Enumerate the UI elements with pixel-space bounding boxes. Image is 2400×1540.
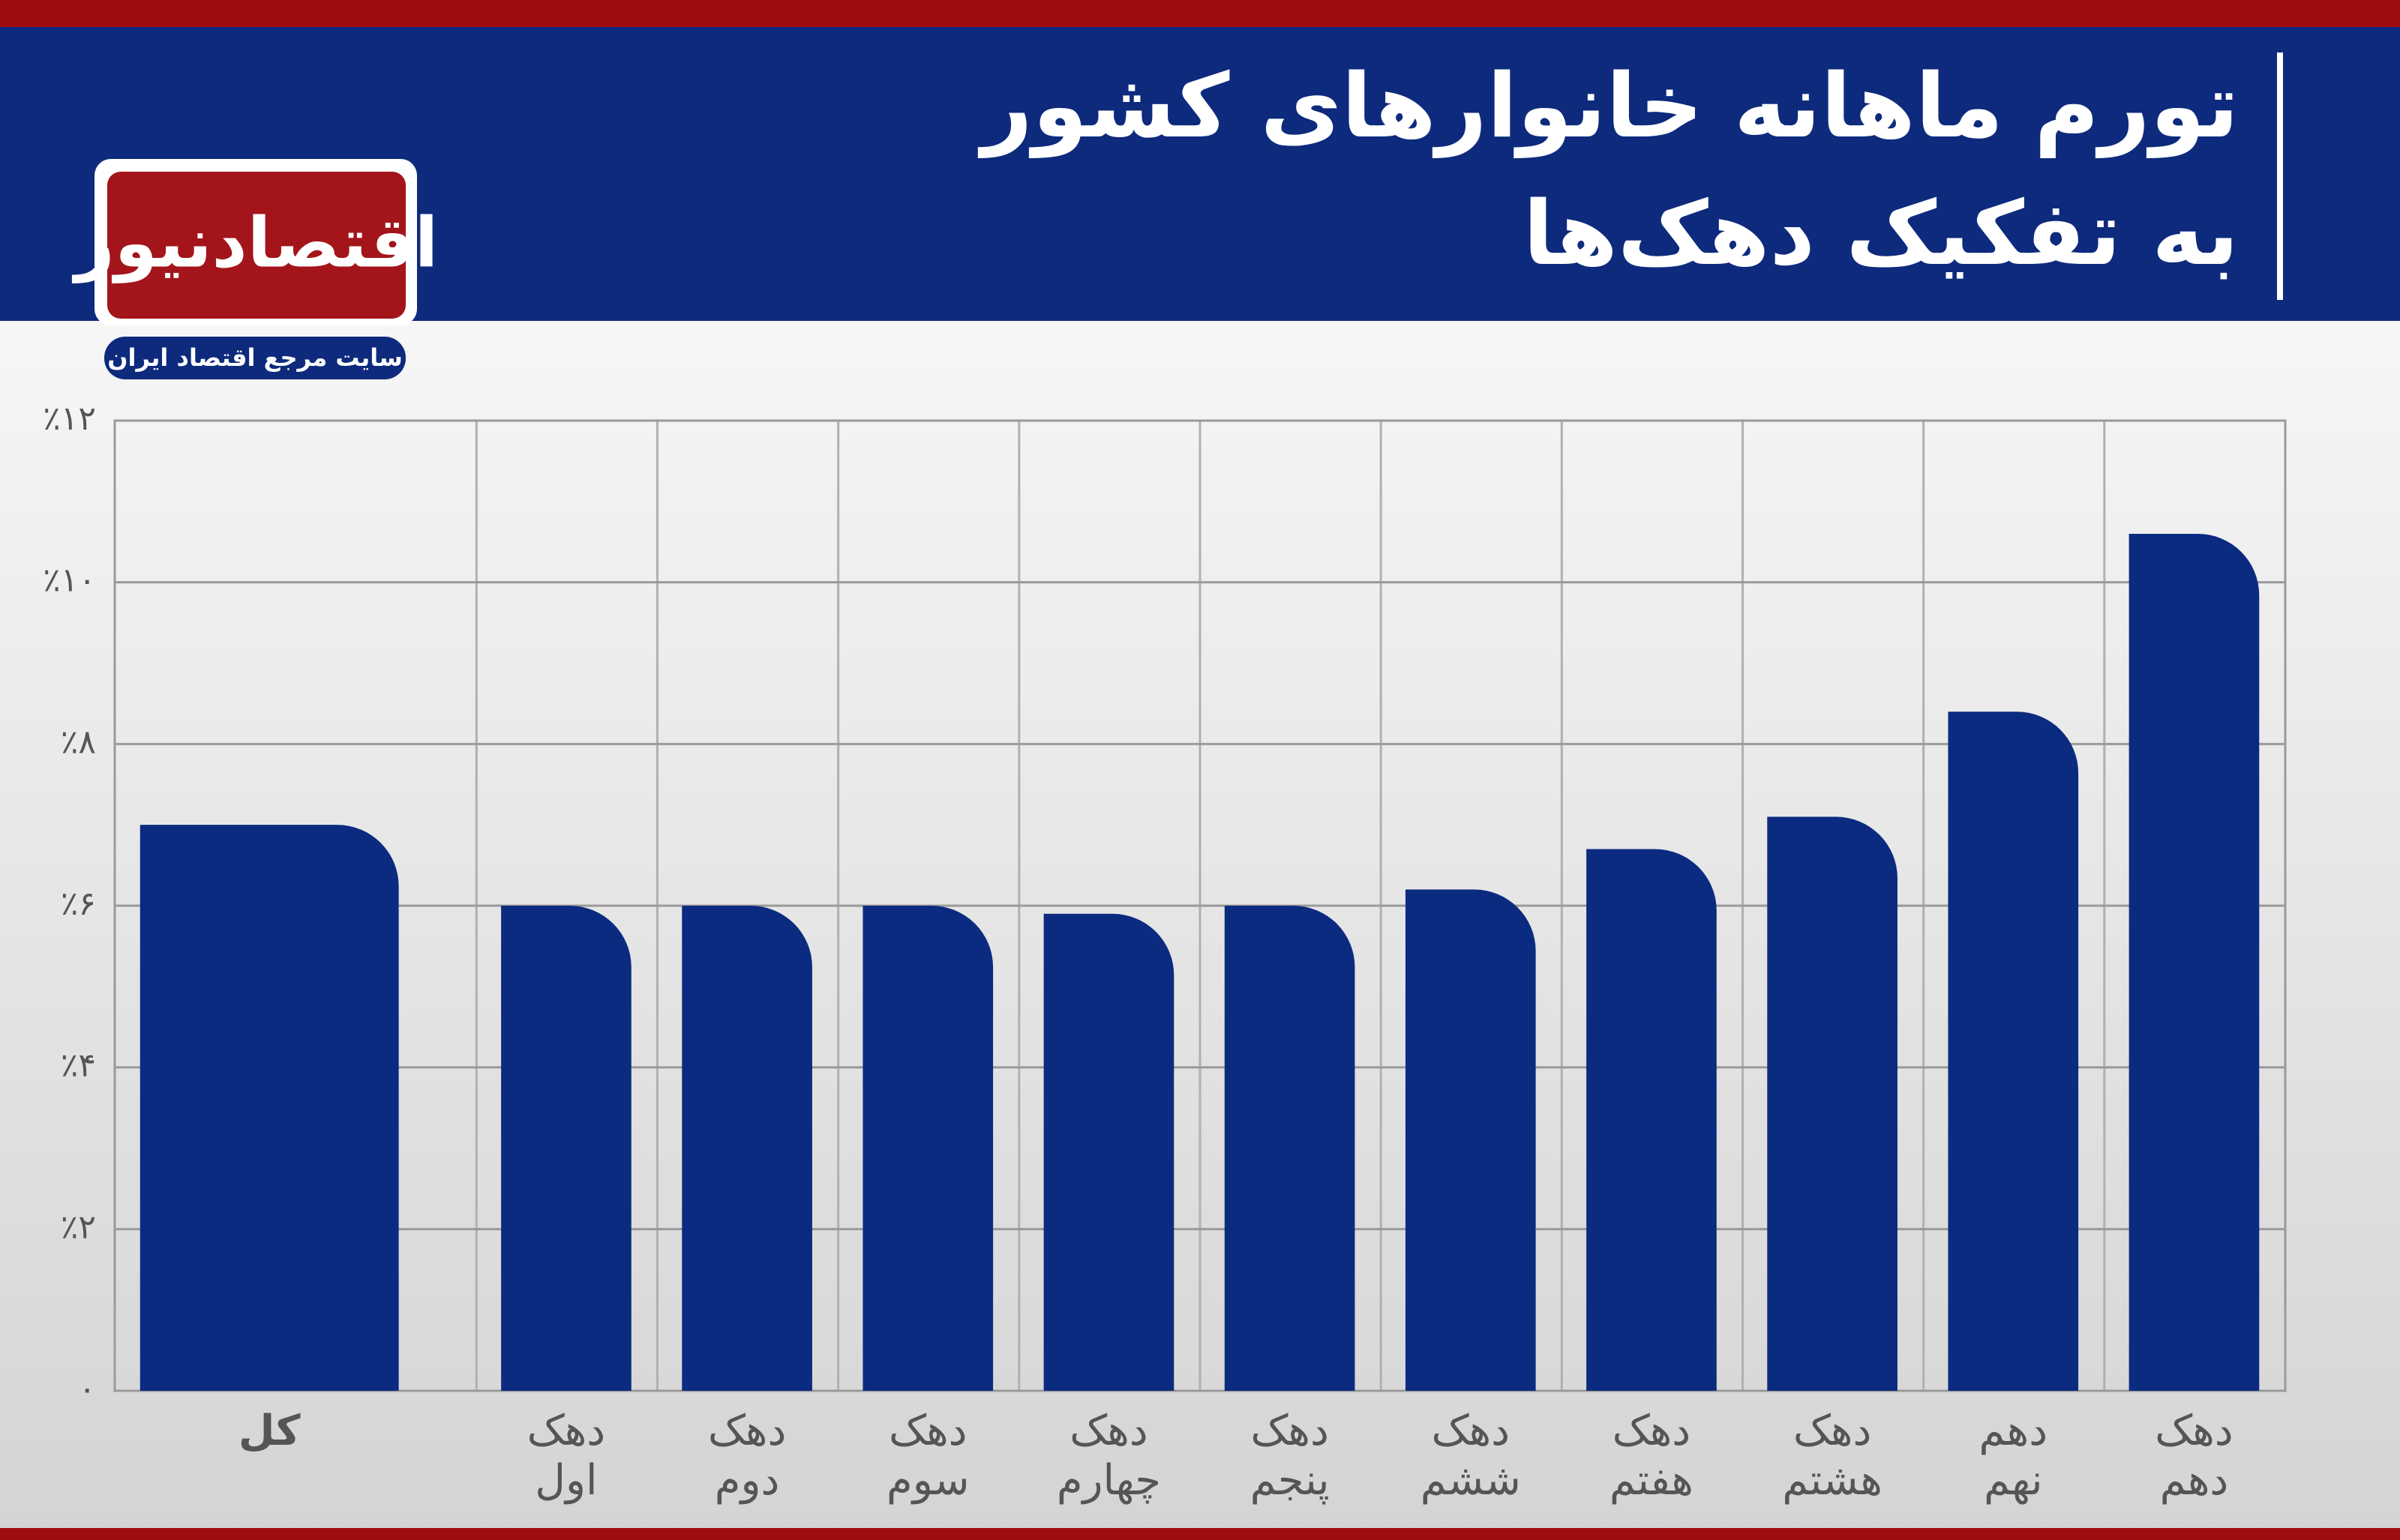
bar	[1767, 816, 1898, 1391]
x-tick-label: ششم	[1420, 1456, 1521, 1505]
x-tick-label: کل	[238, 1407, 301, 1455]
x-tick-label: دهک	[1250, 1407, 1329, 1455]
x-tick-label: دهک	[889, 1407, 968, 1455]
x-tick-label: نهم	[1984, 1456, 2043, 1505]
y-tick-label: ٪۴	[61, 1047, 96, 1085]
bar	[1948, 712, 2079, 1391]
bottom-band	[0, 1528, 2400, 1540]
y-tick-label: ۰	[78, 1370, 96, 1408]
bar	[1043, 913, 1174, 1391]
y-tick-label: ٪۱۰	[43, 562, 96, 600]
x-tick-label: دوم	[715, 1456, 780, 1505]
x-tick-label: هفتم	[1610, 1456, 1694, 1505]
bar	[682, 906, 812, 1391]
y-tick-label: ٪۲	[61, 1208, 96, 1246]
y-tick-label: ٪۶	[61, 885, 96, 923]
x-tick-label: اول	[535, 1456, 597, 1505]
bar	[1224, 906, 1355, 1391]
bar	[862, 906, 994, 1391]
bar	[2128, 533, 2260, 1392]
x-tick-label: دهم	[2160, 1456, 2229, 1505]
x-tick-label: دهک	[1612, 1407, 1691, 1455]
top-band	[0, 0, 2400, 27]
logo-tagline-pill	[104, 337, 406, 379]
logo-box	[107, 172, 406, 319]
chart-title: تورم ماهانه خانوارهای کشور	[978, 54, 2239, 158]
y-tick-label: ٪۱۲	[43, 400, 96, 438]
x-tick-label: چهارم	[1057, 1456, 1161, 1505]
logo-tagline: سایت مرجع اقتصاد ایران	[107, 343, 403, 372]
x-tick-label: پنجم	[1250, 1456, 1330, 1505]
x-tick-label: دهک	[527, 1407, 606, 1455]
x-tick-label: سوم	[886, 1456, 970, 1505]
y-tick-label: ٪۸	[61, 723, 96, 761]
x-tick-label: دهک	[1793, 1407, 1872, 1455]
x-tick-label: دهم	[1978, 1407, 2048, 1455]
x-tick-label: دهک	[2155, 1407, 2234, 1455]
chart-subtitle: به تفکیک دهک‌ها	[1523, 181, 2239, 285]
logo-name: اقتصادنیوز	[72, 202, 438, 283]
bar	[501, 906, 632, 1391]
bar	[1586, 849, 1717, 1391]
x-tick-label: دهک	[1431, 1407, 1510, 1455]
x-tick-label: دهک	[1070, 1407, 1148, 1455]
bar	[1405, 889, 1536, 1391]
x-tick-label: دهک	[708, 1407, 787, 1455]
x-tick-label: هشتم	[1782, 1456, 1882, 1505]
bar	[140, 825, 399, 1391]
